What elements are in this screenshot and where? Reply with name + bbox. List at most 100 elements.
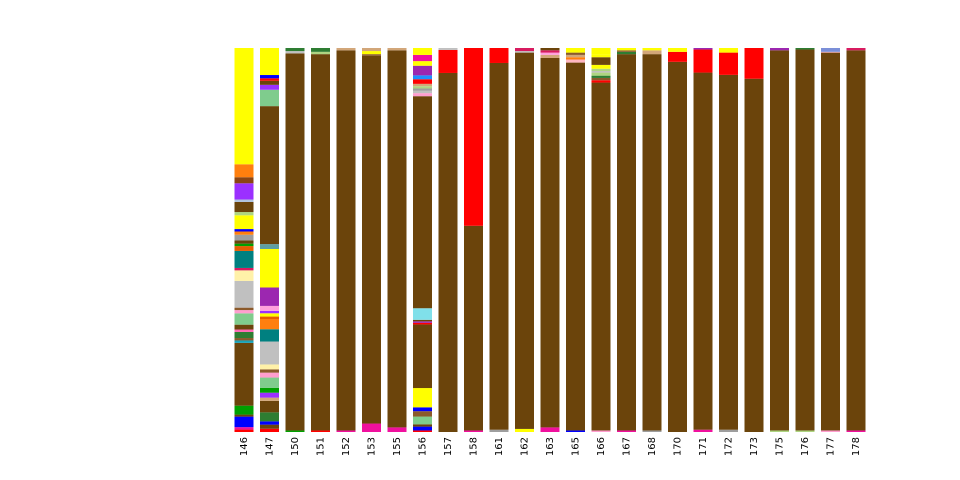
bar-stack-168 — [642, 48, 662, 432]
x-tick-label: 177 — [826, 437, 837, 456]
bar-segment — [821, 52, 840, 431]
bar-segment — [515, 428, 534, 432]
bar-segment — [795, 49, 815, 431]
bar-segment — [719, 48, 738, 53]
bar-segment — [821, 51, 840, 53]
bar-segment — [464, 430, 483, 432]
bar-stack-153 — [362, 48, 381, 432]
bar-segment — [413, 61, 432, 66]
bar-segment — [489, 429, 509, 432]
bar-segment — [540, 57, 560, 428]
bar-segment — [770, 430, 789, 432]
bar-stack-161 — [489, 48, 509, 432]
x-tick-label: 162 — [520, 437, 531, 456]
bar-segment — [540, 52, 560, 55]
bar-segment — [260, 329, 279, 342]
bar-segment — [566, 52, 585, 55]
bar-segment — [668, 48, 687, 52]
bar-segment — [464, 225, 483, 431]
bar-segment — [821, 48, 840, 52]
bar-segment — [413, 322, 432, 325]
bar-segment — [234, 199, 254, 202]
bar-segment — [413, 79, 432, 84]
bar-segment — [566, 62, 585, 431]
bar-segment — [591, 68, 611, 72]
bar-segment — [413, 388, 432, 408]
bar-segment — [260, 397, 279, 401]
bar-segment — [744, 48, 764, 79]
bar-segment — [693, 48, 713, 50]
bar-segment — [846, 50, 866, 431]
bar-segment — [413, 54, 432, 62]
bar-segment — [260, 341, 279, 365]
bar-segment — [285, 430, 305, 432]
bar-segment — [234, 164, 254, 178]
bar-segment — [234, 183, 254, 200]
bar-segment — [413, 426, 432, 431]
x-tick-label: 171 — [698, 437, 709, 456]
x-tick-label: 176 — [800, 437, 811, 456]
bar-segment — [413, 407, 432, 412]
bar-segment — [617, 51, 636, 55]
bar-segment — [719, 52, 738, 75]
bar-segment — [362, 51, 381, 55]
bar-segment — [336, 48, 356, 51]
bar-segment — [642, 430, 662, 432]
bar-segment — [591, 77, 611, 81]
bar-segment — [591, 75, 611, 78]
x-tick-label: 170 — [673, 437, 684, 456]
bar-segment — [668, 51, 687, 62]
bar-segment — [234, 246, 254, 251]
bar-segment — [413, 90, 432, 94]
bar-segment — [744, 78, 764, 432]
bar-segment — [234, 313, 254, 325]
bar-segment — [591, 72, 611, 76]
bar-stack-151 — [311, 48, 330, 432]
bar-stack-157 — [438, 48, 458, 433]
bar-segment — [260, 287, 279, 306]
bar-segment — [234, 280, 254, 308]
bar-segment — [413, 321, 432, 323]
bar-segment — [260, 313, 279, 317]
bar-segment — [260, 377, 279, 388]
bar-stack-172 — [719, 48, 738, 432]
bar-stack-163 — [540, 48, 560, 432]
bar-stack-146 — [234, 48, 254, 432]
bar-segment — [387, 48, 407, 51]
x-tick-label: 178 — [851, 437, 862, 456]
bar-segment — [591, 64, 611, 69]
bar-segment — [234, 234, 254, 241]
bar-segment — [234, 307, 254, 311]
bar-segment — [591, 57, 611, 65]
bar-segment — [311, 48, 330, 52]
bar-segment — [846, 48, 866, 51]
bar-segment — [413, 48, 432, 55]
bar-segment — [489, 48, 509, 63]
x-tick-label: 161 — [494, 437, 505, 456]
bar-segment — [311, 430, 330, 432]
bar-segment — [260, 75, 279, 79]
bar-segment — [362, 48, 381, 52]
bar-stack-152 — [336, 48, 356, 432]
bar-segment — [795, 48, 815, 50]
bar-stack-173 — [744, 48, 764, 432]
bar-segment — [617, 54, 636, 431]
bar-stack-178 — [846, 48, 866, 432]
bar-segment — [260, 84, 279, 90]
bar-segment — [234, 270, 254, 281]
bar-segment — [260, 369, 279, 373]
bar-segment — [642, 48, 662, 51]
bar-segment — [413, 86, 432, 89]
x-tick-label: 158 — [469, 437, 480, 456]
bar-stack-166 — [591, 48, 611, 432]
x-tick-label: 175 — [775, 437, 786, 456]
bar-segment — [387, 427, 407, 432]
bar-segment — [770, 50, 789, 431]
bar-segment — [234, 416, 254, 428]
bar-segment — [260, 80, 279, 85]
bar-segment — [846, 430, 866, 432]
bar-segment — [770, 48, 789, 51]
bar-segment — [234, 240, 254, 244]
bar-segment — [260, 316, 279, 320]
bar-segment — [413, 308, 432, 320]
